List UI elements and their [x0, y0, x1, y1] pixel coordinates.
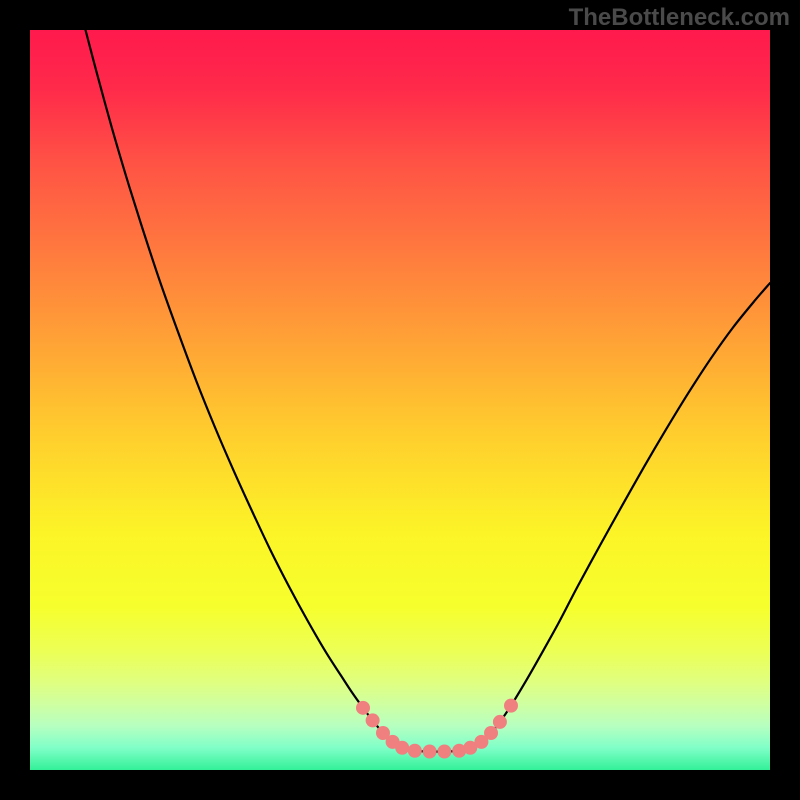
- curve-marker: [493, 715, 507, 729]
- curve-marker: [356, 701, 370, 715]
- chart-svg: [30, 30, 770, 770]
- curve-marker: [395, 741, 409, 755]
- plot-area: [30, 30, 770, 770]
- curve-marker: [504, 699, 518, 713]
- curve-marker: [423, 745, 437, 759]
- chart-frame: TheBottleneck.com: [0, 0, 800, 800]
- curve-marker: [408, 744, 422, 758]
- bottleneck-curve: [86, 30, 771, 752]
- curve-marker: [437, 745, 451, 759]
- curve-marker: [366, 713, 380, 727]
- curve-marker: [484, 726, 498, 740]
- source-watermark: TheBottleneck.com: [569, 4, 790, 32]
